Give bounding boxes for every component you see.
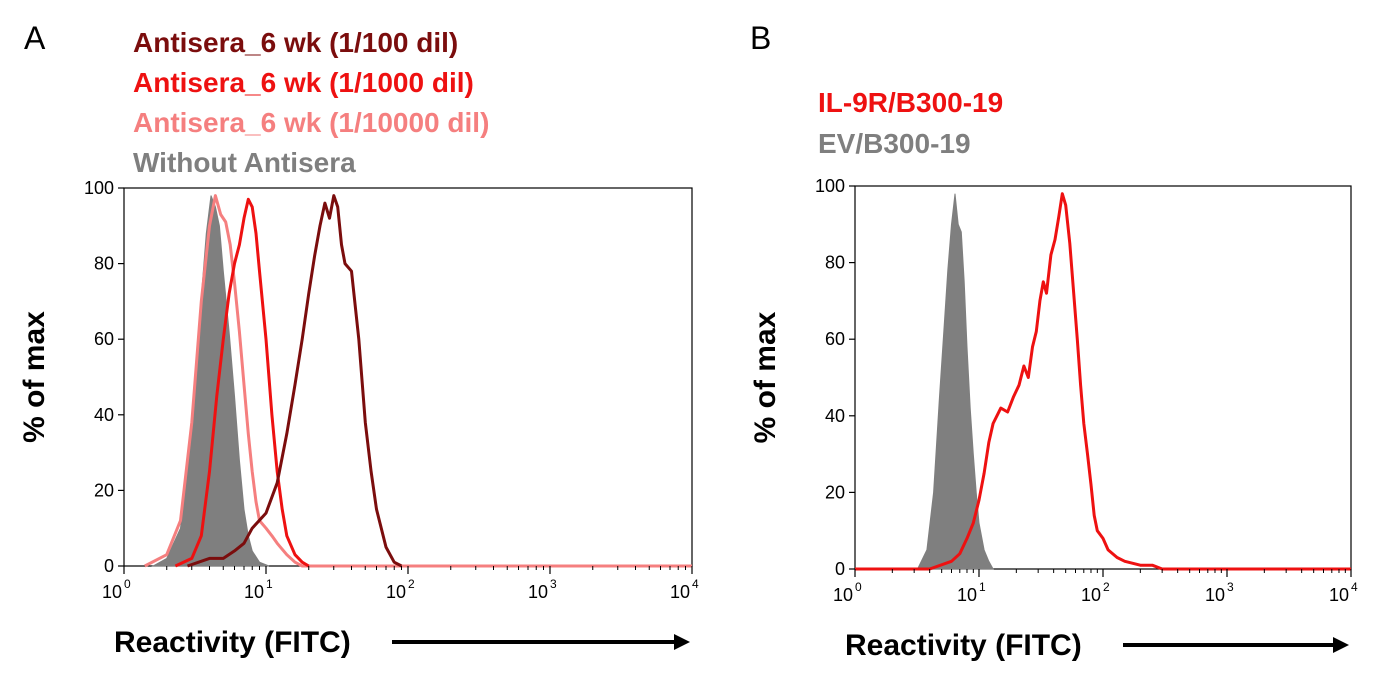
y-tick-label-a-4: 80 bbox=[94, 254, 114, 274]
y-tick-label-a-3: 60 bbox=[94, 329, 114, 349]
y-tick-label-b-0: 0 bbox=[835, 559, 845, 579]
x-tick-exp-a-4: 4 bbox=[692, 577, 699, 591]
x-tick-base-b-2: 10 bbox=[1081, 585, 1101, 605]
series-b-0-histogram bbox=[916, 193, 994, 570]
x-tick-exp-a-2: 2 bbox=[408, 577, 415, 591]
x-axis-title-b: Reactivity (FITC) bbox=[845, 629, 1082, 662]
x-tick-base-a-3: 10 bbox=[528, 582, 548, 602]
legend-a-antisera-10000: Antisera_6 wk (1/10000 dil) bbox=[133, 107, 490, 138]
series-a-1-line bbox=[144, 194, 692, 568]
panel-a-letter: A bbox=[24, 20, 46, 56]
legend-a-antisera-1000: Antisera_6 wk (1/1000 dil) bbox=[133, 67, 474, 98]
x-tick-base-a-4: 10 bbox=[670, 582, 690, 602]
x-axis-arrow-head-a bbox=[674, 634, 690, 650]
panel-b-letter: B bbox=[750, 20, 772, 56]
x-tick-exp-a-0: 0 bbox=[124, 577, 131, 591]
x-tick-exp-a-3: 3 bbox=[550, 577, 557, 591]
x-axis-title-a: Reactivity (FITC) bbox=[114, 626, 351, 659]
legend-b-ev: EV/B300-19 bbox=[818, 128, 971, 159]
y-tick-label-b-3: 60 bbox=[825, 329, 845, 349]
series-a-0-histogram bbox=[151, 195, 270, 567]
x-tick-exp-a-1: 1 bbox=[266, 577, 273, 591]
y-tick-label-b-5: 100 bbox=[815, 176, 845, 196]
y-tick-label-a-0: 0 bbox=[104, 556, 114, 576]
y-axis-title-b: % of max bbox=[749, 311, 782, 443]
legend-b-il9r: IL-9R/B300-19 bbox=[818, 87, 1004, 118]
x-tick-base-a-0: 10 bbox=[102, 582, 122, 602]
y-tick-label-b-2: 40 bbox=[825, 406, 845, 426]
series-b-1-line bbox=[855, 192, 1351, 571]
series-a-3-line bbox=[187, 194, 403, 568]
y-tick-label-b-1: 20 bbox=[825, 482, 845, 502]
x-tick-base-b-4: 10 bbox=[1329, 585, 1349, 605]
x-tick-exp-b-4: 4 bbox=[1351, 580, 1358, 594]
legend-a-without-antisera: Without Antisera bbox=[133, 147, 356, 178]
x-tick-base-b-0: 10 bbox=[833, 585, 853, 605]
x-tick-exp-b-1: 1 bbox=[979, 580, 986, 594]
series-a-2-line bbox=[174, 197, 310, 568]
x-tick-base-a-2: 10 bbox=[386, 582, 406, 602]
x-tick-base-b-3: 10 bbox=[1205, 585, 1225, 605]
legend-a-antisera-100: Antisera_6 wk (1/100 dil) bbox=[133, 27, 459, 58]
x-tick-exp-b-2: 2 bbox=[1103, 580, 1110, 594]
x-tick-exp-b-0: 0 bbox=[855, 580, 862, 594]
y-tick-label-b-4: 80 bbox=[825, 253, 845, 273]
x-tick-exp-b-3: 3 bbox=[1227, 580, 1234, 594]
y-tick-label-a-5: 100 bbox=[84, 178, 114, 198]
y-tick-label-a-2: 40 bbox=[94, 405, 114, 425]
x-tick-base-a-1: 10 bbox=[244, 582, 264, 602]
plot-frame-b bbox=[854, 185, 1352, 570]
x-tick-base-b-1: 10 bbox=[957, 585, 977, 605]
y-tick-label-a-1: 20 bbox=[94, 480, 114, 500]
x-axis-arrow-head-b bbox=[1333, 637, 1349, 653]
y-axis-title-a: % of max bbox=[18, 311, 51, 443]
